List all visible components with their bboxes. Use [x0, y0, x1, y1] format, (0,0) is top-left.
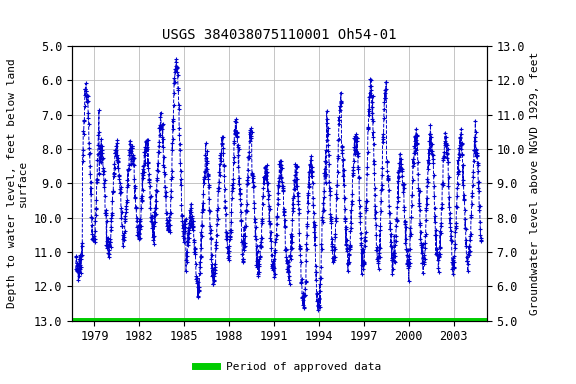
Title: USGS 384038075110001 Oh54-01: USGS 384038075110001 Oh54-01 [162, 28, 397, 42]
Y-axis label: Groundwater level above NGVD 1929, feet: Groundwater level above NGVD 1929, feet [530, 52, 540, 315]
Y-axis label: Depth to water level, feet below land
surface: Depth to water level, feet below land su… [6, 58, 28, 308]
Legend: Period of approved data: Period of approved data [191, 358, 385, 377]
